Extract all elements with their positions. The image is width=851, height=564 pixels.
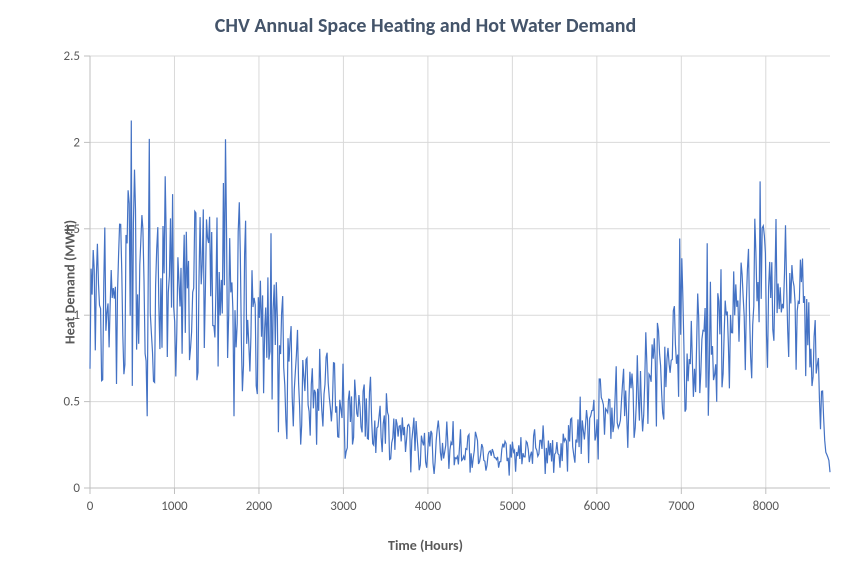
svg-text:3000: 3000 <box>330 499 357 514</box>
series-line <box>90 121 830 476</box>
svg-text:7000: 7000 <box>668 499 695 514</box>
chart-svg: 0 0.5 1 1.5 2 2.5 0 1000 2000 3000 4000 5000 6000 700… <box>0 0 851 564</box>
svg-text:2: 2 <box>73 135 80 150</box>
svg-text:2000: 2000 <box>246 499 273 514</box>
svg-text:0.5: 0.5 <box>64 395 80 410</box>
svg-text:1: 1 <box>73 308 80 323</box>
svg-text:1.5: 1.5 <box>64 222 80 237</box>
svg-text:1000: 1000 <box>161 499 188 514</box>
svg-text:0: 0 <box>73 481 80 496</box>
svg-text:8000: 8000 <box>753 499 780 514</box>
svg-text:0: 0 <box>87 499 94 514</box>
svg-text:2.5: 2.5 <box>64 49 80 64</box>
svg-text:6000: 6000 <box>584 499 611 514</box>
svg-text:5000: 5000 <box>499 499 526 514</box>
chart-container: CHV Annual Space Heating and Hot Water D… <box>0 0 851 564</box>
svg-text:4000: 4000 <box>415 499 442 514</box>
